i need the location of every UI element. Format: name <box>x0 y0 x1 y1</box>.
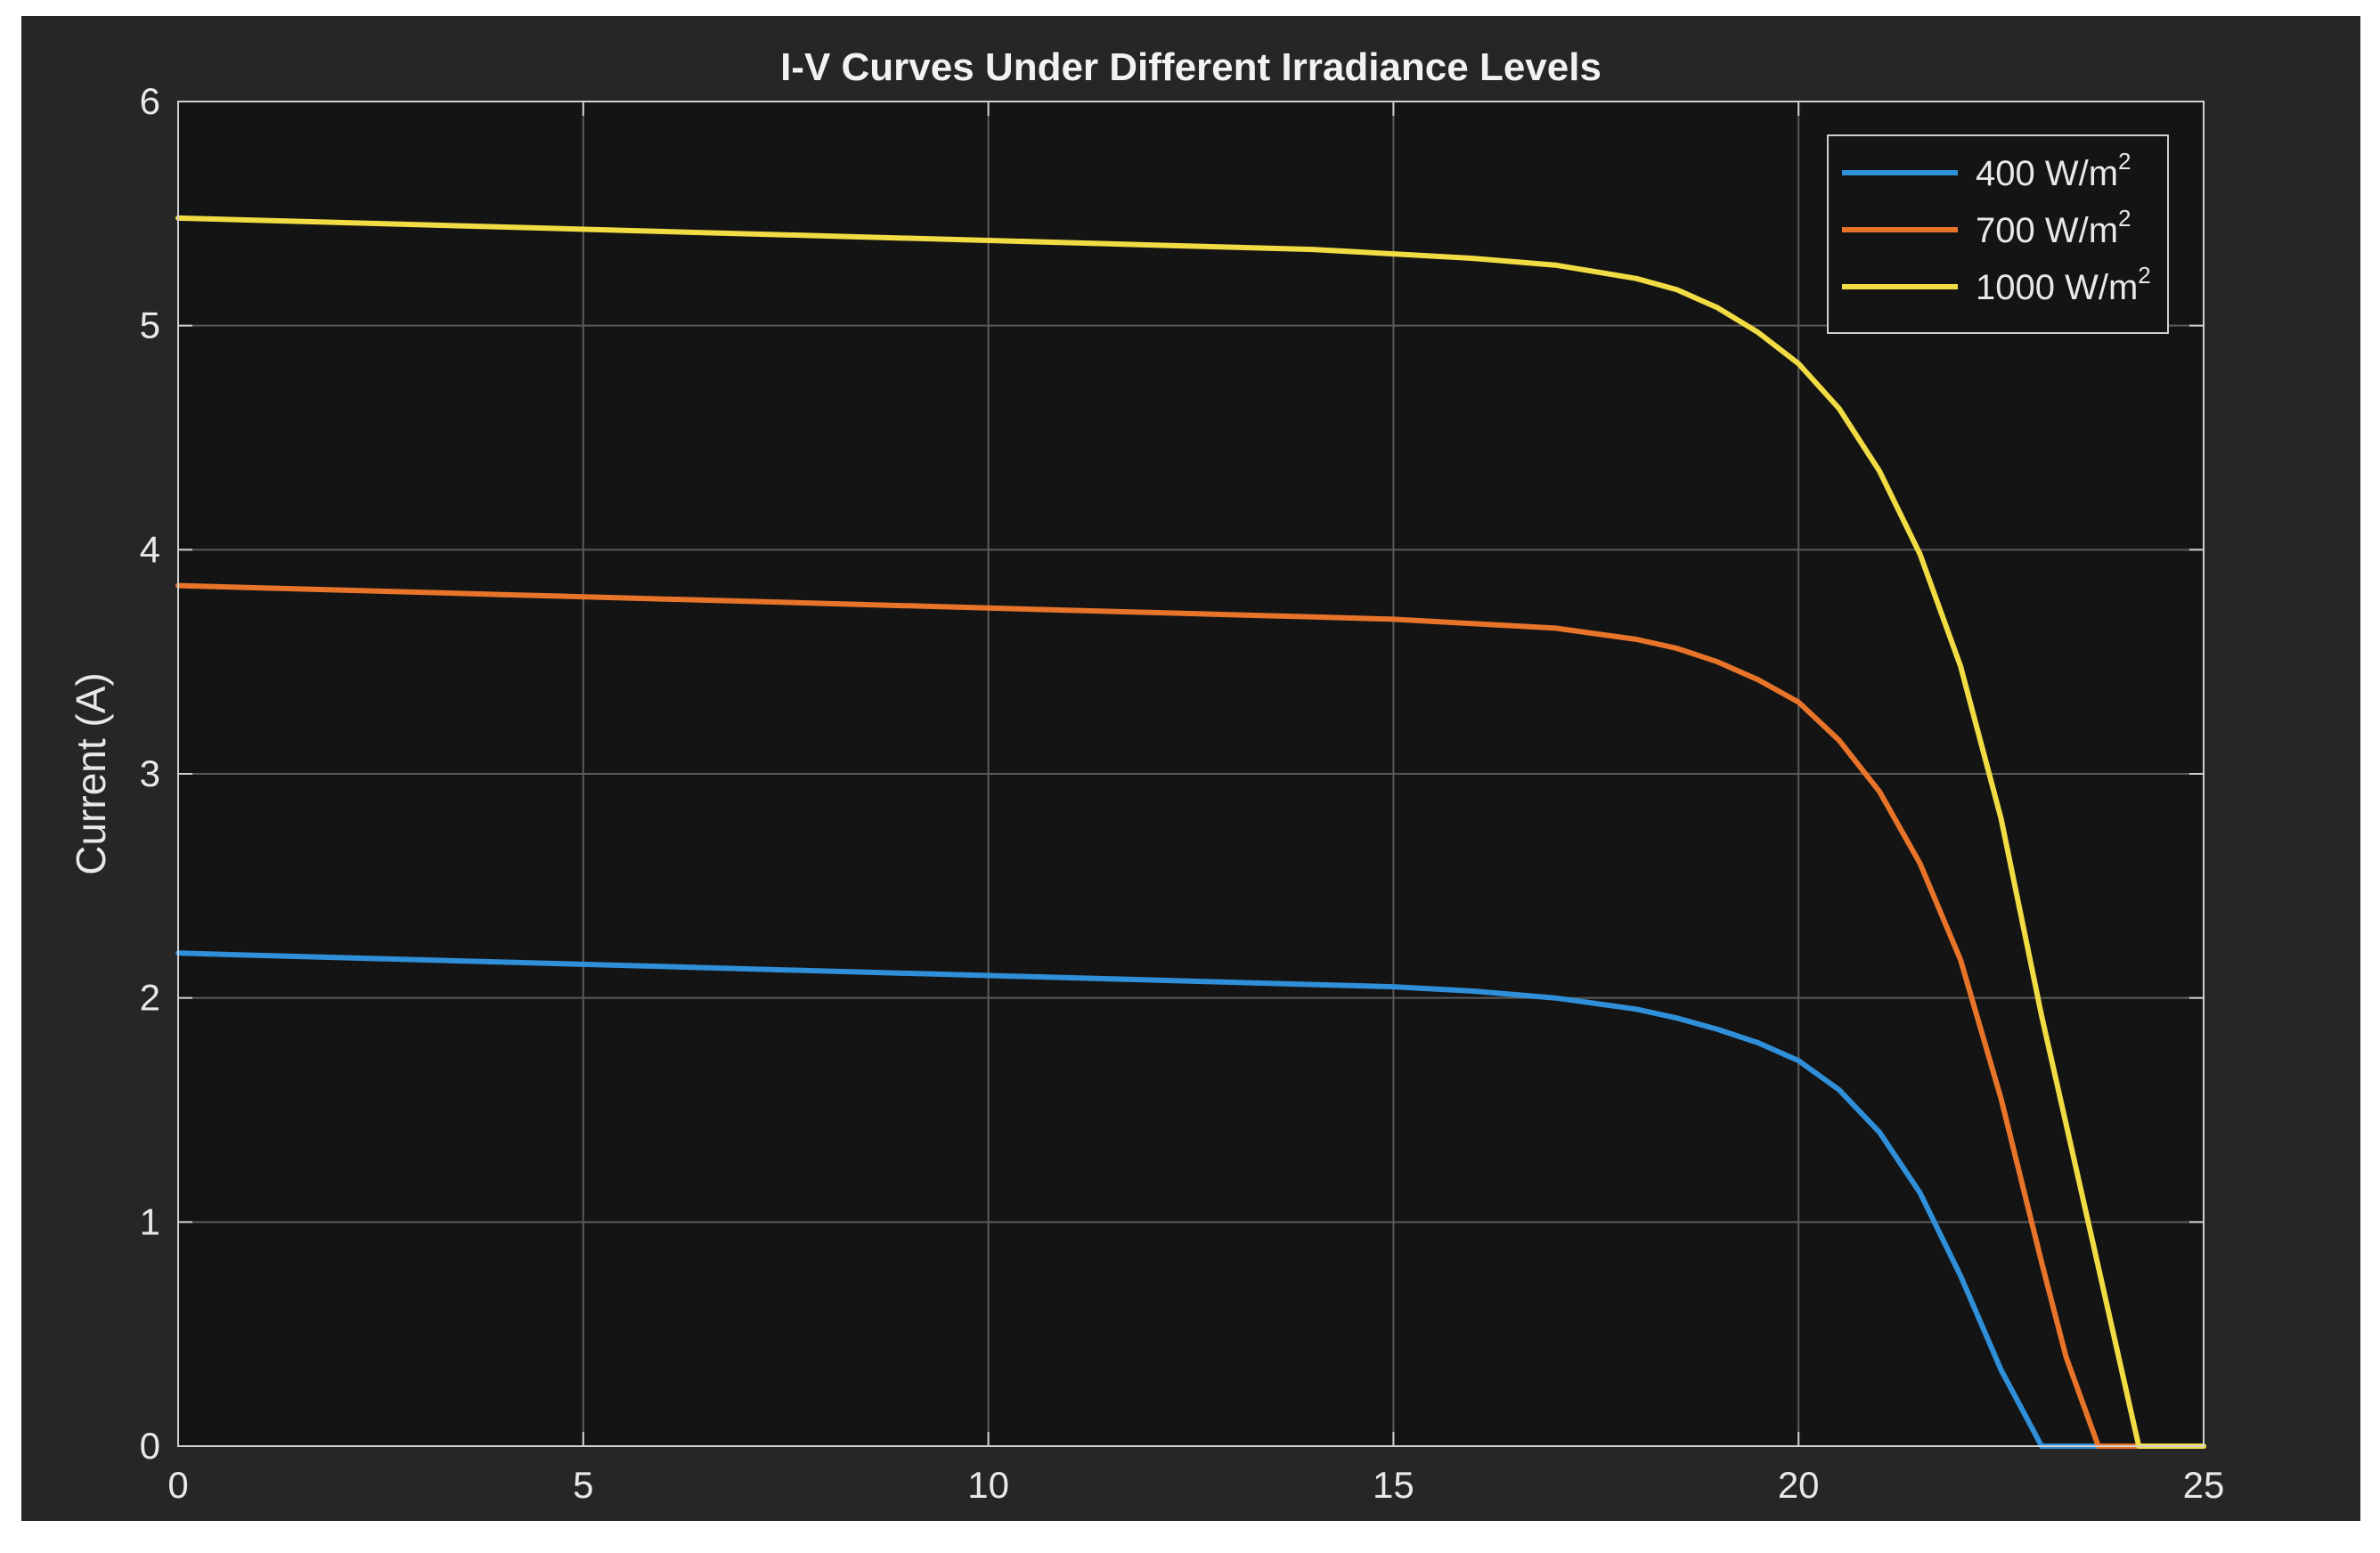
y-tick-label: 0 <box>140 1425 160 1467</box>
x-tick-label: 5 <box>573 1464 593 1506</box>
legend-label-1: 400 W/m2 <box>1976 148 2131 193</box>
y-tick-label: 4 <box>140 528 160 570</box>
y-tick-label: 1 <box>140 1200 160 1242</box>
x-tick-label: 25 <box>2183 1464 2225 1506</box>
iv-chart: 0 5 10 15 20 25 0 1 2 3 4 5 6 I-V Curves Under Diffe… <box>68 45 2225 1506</box>
y-tick-label: 3 <box>140 752 160 794</box>
x-tick-label: 20 <box>1778 1464 1820 1506</box>
legend-box <box>1827 134 2169 334</box>
x-tick-label: 10 <box>967 1464 1009 1506</box>
y-tick-label: 5 <box>140 305 160 346</box>
series-line-3 <box>175 215 2206 1449</box>
x-tick-label: 15 <box>1373 1464 1414 1506</box>
legend-label-2: 700 W/m2 <box>1976 205 2131 250</box>
series-line-2 <box>175 582 2206 1449</box>
y-tick-label: 2 <box>140 977 160 1019</box>
chart-title: I-V Curves Under Different Irradiance Le… <box>780 45 1602 89</box>
y-axis-label: Current (A) <box>68 672 114 874</box>
x-tick-label: 0 <box>167 1464 188 1506</box>
legend-label-3: 1000 W/m2 <box>1976 262 2151 307</box>
series-line-1 <box>175 950 2206 1449</box>
y-tick-label: 6 <box>140 80 160 122</box>
figure: 0 5 10 15 20 25 0 1 2 3 4 5 6 I-V Curves Under Diffe… <box>21 16 2360 1521</box>
